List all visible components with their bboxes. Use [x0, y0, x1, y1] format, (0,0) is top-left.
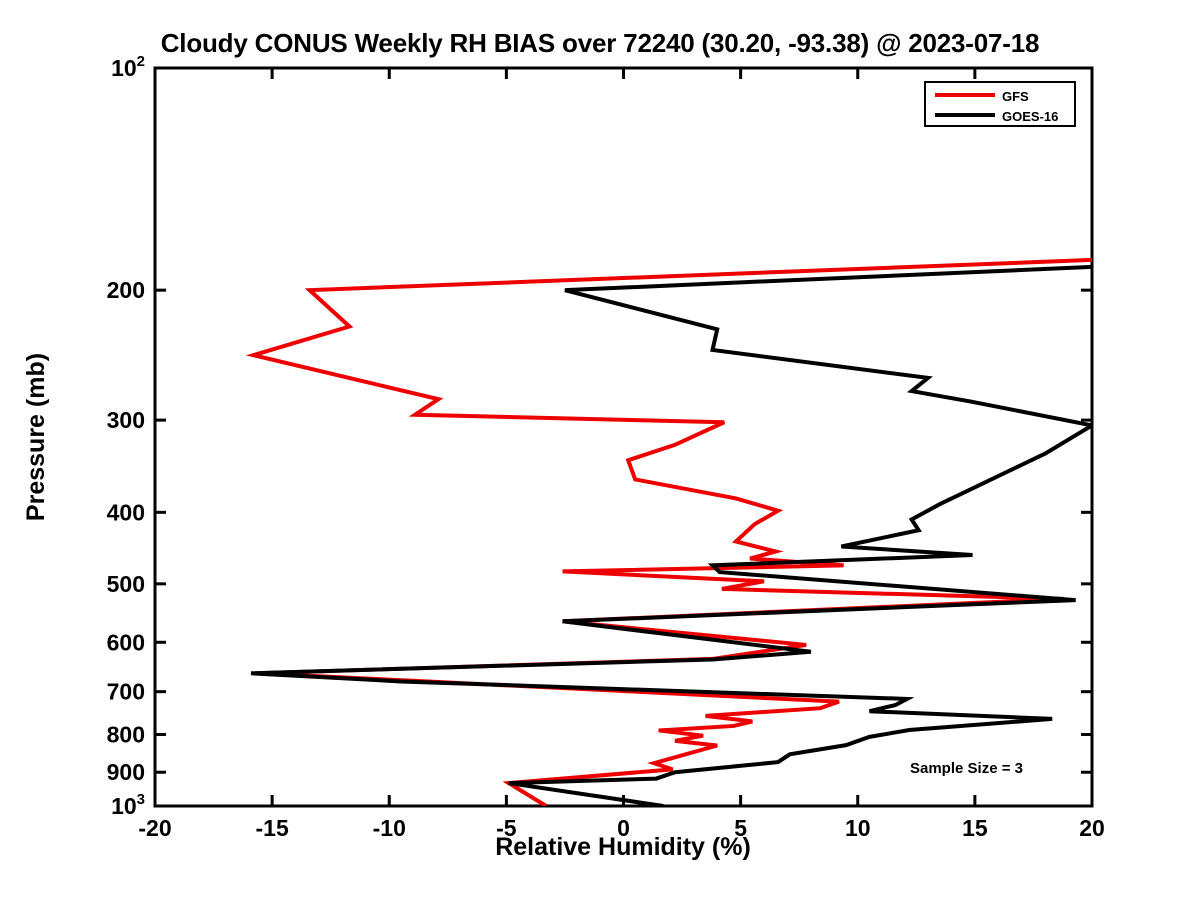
x-tick-label: 10 [845, 815, 871, 841]
y-tick-label: 900 [107, 759, 145, 785]
y-tick-label: 800 [107, 721, 145, 747]
page-title: Cloudy CONUS Weekly RH BIAS over 72240 (… [160, 28, 1040, 58]
plot-frame [153, 66, 1094, 808]
y-tick-label: 400 [107, 499, 145, 525]
chart-legend[interactable]: GFS GOES-16 [924, 81, 1076, 127]
x-axis-ticks: -20 -15 -10 -5 0 5 10 15 20 [138, 68, 1105, 841]
x-axis-label: Relative Humidity (%) [495, 833, 751, 861]
y-tick-label: 700 [107, 679, 145, 705]
y-axis-ticks: 102 200 300 400 500 600 700 800 900 103 [107, 53, 1092, 819]
y-tick-label: 600 [107, 629, 145, 655]
series-line-goes-16 [250, 264, 1092, 806]
legend-label-gfs: GFS [1002, 89, 1029, 104]
x-tick-label: -20 [138, 815, 171, 841]
y-tick-label: 300 [107, 407, 145, 433]
y-tick-label: 102 [111, 53, 145, 81]
x-tick-label: 0 [617, 815, 630, 841]
data-series-layer [245, 257, 1092, 806]
x-tick-label: 5 [734, 815, 747, 841]
y-tick-label: 500 [107, 571, 145, 597]
y-tick-label: 103 [111, 791, 145, 819]
x-tick-label: -5 [496, 815, 517, 841]
legend-label-goes16: GOES-16 [1002, 109, 1058, 124]
y-axis-label: Pressure (mb) [22, 353, 50, 521]
legend-box [924, 81, 1076, 127]
x-tick-label: 20 [1079, 815, 1105, 841]
sample-size-annotation: Sample Size = 3 [910, 760, 1023, 777]
y-tick-label: 200 [107, 277, 145, 303]
x-tick-label: -10 [373, 815, 406, 841]
x-tick-label: 15 [962, 815, 988, 841]
x-tick-label: -15 [256, 815, 289, 841]
series-line-gfs [245, 257, 1092, 806]
